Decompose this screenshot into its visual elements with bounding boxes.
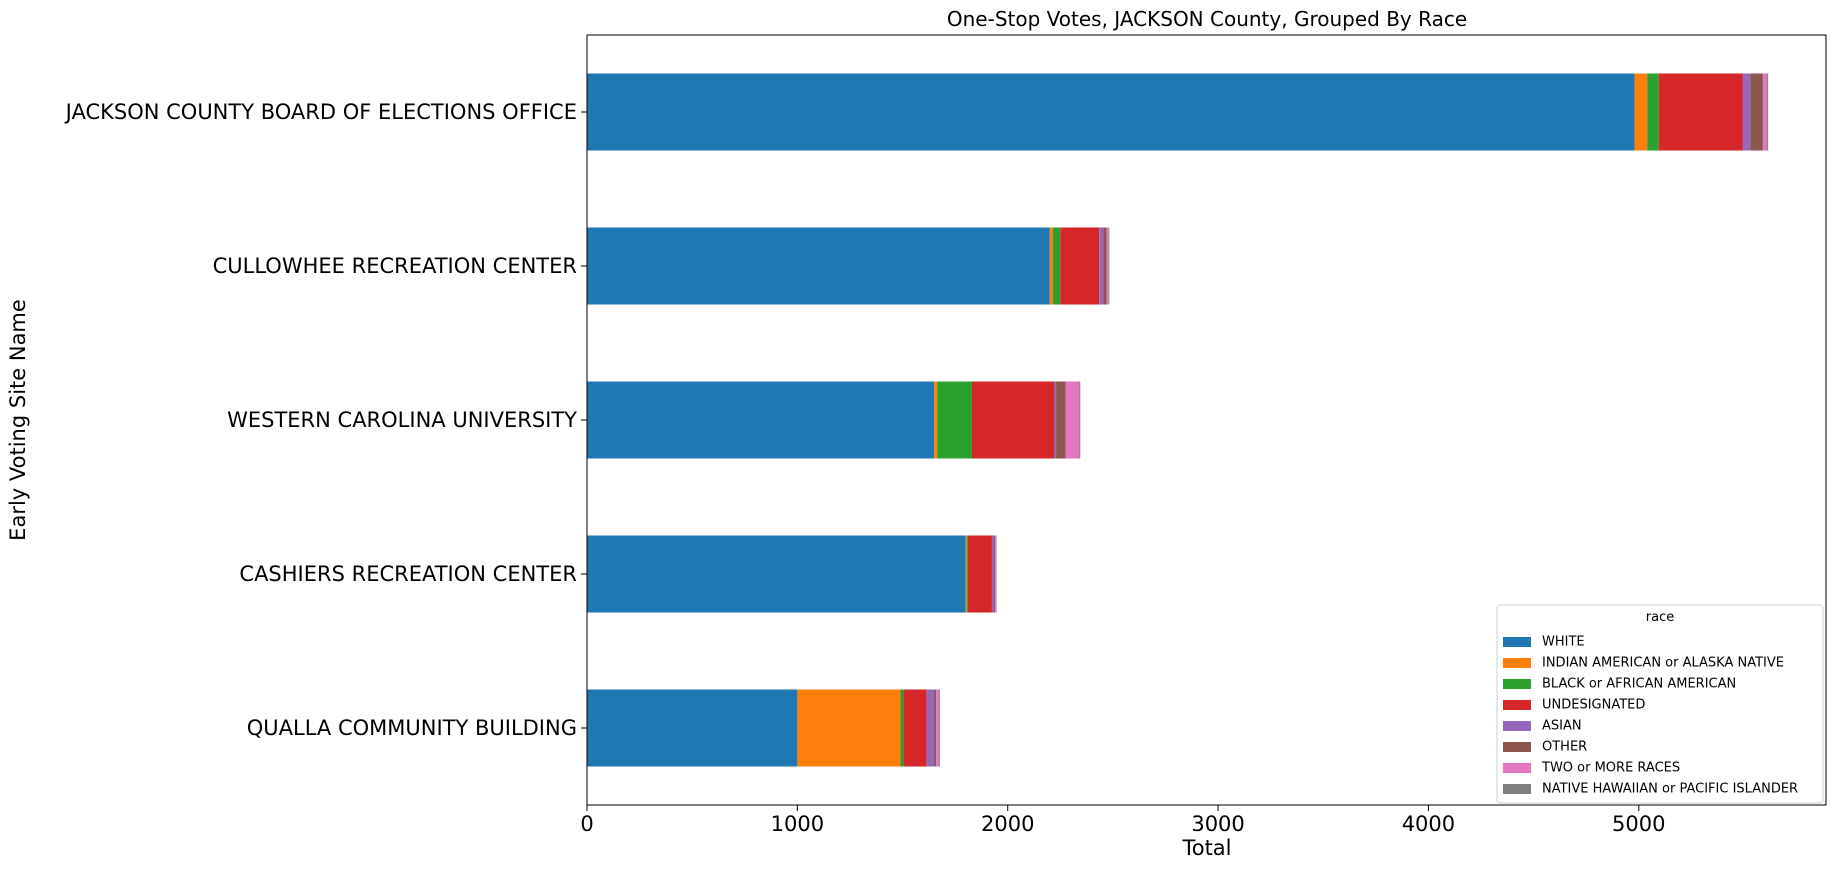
legend-label: UNDESIGNATED [1542, 698, 1645, 713]
legend-label: ASIAN [1542, 719, 1582, 734]
bar-segment-4-6 [994, 535, 996, 613]
bar-segment-1-4 [1658, 73, 1743, 151]
bar-segment-3-5 [1053, 381, 1057, 459]
bar-segment-1-2 [1634, 73, 1648, 151]
bar-segment-1-7 [1762, 73, 1768, 151]
bar-segment-2-2 [1049, 227, 1053, 305]
x-tick-label: 0 [580, 812, 593, 836]
legend-swatch [1503, 637, 1531, 647]
y-axis-label: Early Voting Site Name [6, 299, 30, 541]
x-tick-label: 4000 [1402, 812, 1455, 836]
bar-segment-4-7 [995, 535, 997, 613]
bar-segment-5-4 [903, 689, 927, 767]
y-tick-label: JACKSON COUNTY BOARD OF ELECTIONS OFFICE [64, 100, 577, 124]
bar-segment-1-8 [1767, 73, 1769, 151]
bar-segment-3-1 [587, 381, 935, 459]
bar-segment-2-4 [1060, 227, 1100, 305]
x-axis-ticks: 0 1000 2000 3000 4000 5000 [580, 805, 1666, 836]
bar-segment-1-1 [587, 73, 1635, 151]
bar-segment-5-8 [939, 689, 940, 767]
legend-swatch [1503, 658, 1531, 668]
legend-box [1496, 604, 1824, 804]
bar-segment-4-2 [965, 535, 967, 613]
bar-segment-3-7 [1065, 381, 1080, 459]
x-tick-label: 3000 [1191, 812, 1244, 836]
bar-segment-5-3 [900, 689, 904, 767]
bar-segment-2-1 [587, 227, 1050, 305]
legend-title: race [1646, 610, 1674, 625]
legend-label: WHITE [1542, 635, 1585, 650]
legend-label: TWO or MORE RACES [1541, 761, 1680, 776]
y-tick-label: CULLOWHEE RECREATION CENTER [213, 254, 577, 278]
legend-swatch [1503, 700, 1531, 710]
legend-label: NATIVE HAWAIIAN or PACIFIC ISLANDER [1542, 782, 1798, 797]
y-tick-label: WESTERN CAROLINA UNIVERSITY [227, 408, 577, 432]
legend-label: OTHER [1542, 740, 1587, 755]
y-tick-label: CASHIERS RECREATION CENTER [239, 562, 577, 586]
legend-label: INDIAN AMERICAN or ALASKA NATIVE [1542, 656, 1784, 671]
bar-segment-2-7 [1106, 227, 1109, 305]
y-axis-ticks: JACKSON COUNTY BOARD OF ELECTIONS OFFICE… [64, 100, 587, 740]
bar-segment-2-6 [1103, 227, 1107, 305]
y-tick-label: QUALLA COMMUNITY BUILDING [247, 716, 577, 740]
bar-segment-2-5 [1099, 227, 1104, 305]
bar-segment-3-3 [937, 381, 972, 459]
bar-segment-1-3 [1647, 73, 1659, 151]
bar-segment-3-6 [1056, 381, 1066, 459]
legend-swatch [1503, 721, 1531, 731]
bar-segment-5-5 [926, 689, 935, 767]
legend: race WHITE INDIAN AMERICAN or ALASKA NATIV… [1496, 604, 1824, 804]
legend-label: BLACK or AFRICAN AMERICAN [1542, 677, 1736, 692]
bar-segment-4-3 [966, 535, 968, 613]
bar-segment-3-4 [971, 381, 1054, 459]
bar-segment-5-1 [587, 689, 798, 767]
legend-swatch [1503, 742, 1531, 752]
bar-segment-4-5 [991, 535, 995, 613]
legend-swatch [1503, 763, 1531, 773]
bar-segment-1-5 [1742, 73, 1751, 151]
x-tick-label: 5000 [1612, 812, 1665, 836]
bars-layer [587, 73, 1769, 767]
legend-swatch [1503, 679, 1531, 689]
bar-segment-3-2 [934, 381, 938, 459]
bar-segment-1-6 [1750, 73, 1763, 151]
bar-segment-5-7 [936, 689, 940, 767]
bar-segment-5-2 [797, 689, 901, 767]
bar-segment-4-1 [587, 535, 966, 613]
x-axis-label: Total [1181, 836, 1231, 860]
bar-segment-4-4 [967, 535, 992, 613]
bar-segment-5-6 [934, 689, 937, 767]
bar-segment-3-8 [1079, 381, 1081, 459]
x-tick-label: 2000 [981, 812, 1034, 836]
chart-title: One-Stop Votes, JACKSON County, Grouped … [947, 7, 1467, 31]
bar-segment-2-8 [1108, 227, 1110, 305]
x-tick-label: 1000 [771, 812, 824, 836]
legend-swatch [1503, 784, 1531, 794]
bar-segment-2-3 [1052, 227, 1061, 305]
